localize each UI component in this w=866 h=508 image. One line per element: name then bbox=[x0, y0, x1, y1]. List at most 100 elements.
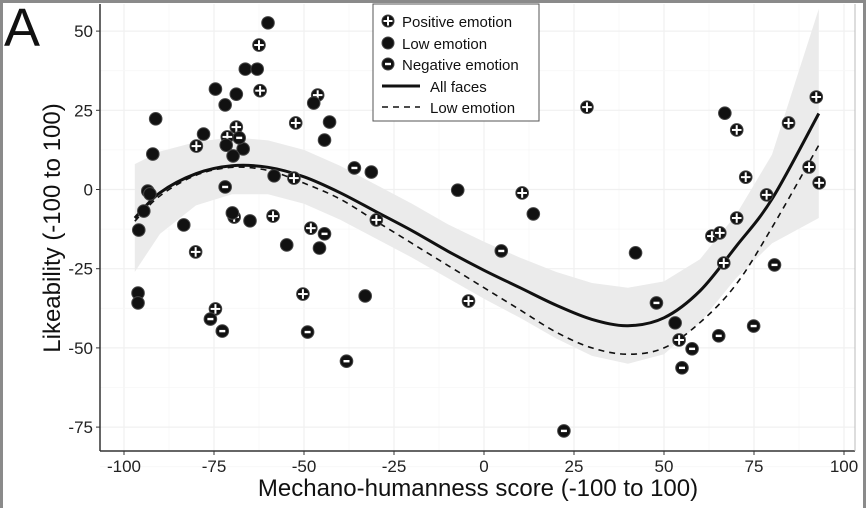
point-positive bbox=[296, 287, 310, 301]
point-negative bbox=[215, 324, 230, 338]
point-positive bbox=[287, 171, 301, 185]
point-positive bbox=[369, 213, 384, 227]
y-axis-label: Likeability (-100 to 100) bbox=[39, 103, 66, 352]
point-positive bbox=[729, 211, 744, 225]
point-negative bbox=[300, 325, 315, 339]
point-negative bbox=[685, 342, 699, 356]
point-positive bbox=[229, 120, 244, 134]
point-low bbox=[358, 289, 373, 303]
point-positive bbox=[812, 176, 826, 190]
x-tick-label: -25 bbox=[382, 457, 407, 476]
x-axis-label: Mechano-humanness score (-100 to 100) bbox=[258, 475, 698, 502]
point-low bbox=[218, 98, 232, 112]
point-low bbox=[131, 296, 145, 310]
point-negative bbox=[339, 354, 354, 369]
legend-label-all-faces: All faces bbox=[430, 79, 487, 96]
point-positive bbox=[266, 209, 280, 223]
point-low bbox=[208, 82, 223, 96]
point-low bbox=[628, 246, 643, 260]
legend-label-positive: Positive emotion bbox=[402, 14, 512, 31]
confidence-band-area bbox=[134, 8, 819, 364]
point-positive bbox=[288, 116, 303, 130]
confidence-band bbox=[134, 8, 819, 364]
point-low bbox=[668, 316, 682, 330]
point-positive bbox=[208, 302, 223, 316]
point-low bbox=[306, 96, 321, 110]
point-positive bbox=[461, 294, 476, 308]
fit-line-all-faces bbox=[133, 112, 821, 328]
legend: Positive emotion Low emotion Negative em… bbox=[372, 3, 540, 122]
fit-lines bbox=[133, 112, 821, 356]
legend-label-low: Low emotion bbox=[402, 36, 487, 53]
point-positive bbox=[809, 90, 824, 104]
point-positive bbox=[253, 83, 267, 98]
point-positive bbox=[672, 333, 686, 347]
point-negative bbox=[557, 424, 571, 438]
point-low bbox=[450, 183, 465, 197]
point-negative bbox=[494, 244, 509, 258]
y-tick-label: -75 bbox=[68, 418, 93, 437]
x-tick-label: -50 bbox=[292, 457, 317, 476]
y-tick-label: -50 bbox=[68, 339, 93, 358]
point-positive bbox=[381, 14, 395, 28]
point-low bbox=[261, 16, 275, 30]
point-negative bbox=[746, 319, 761, 333]
point-low bbox=[267, 169, 281, 183]
point-low bbox=[148, 112, 163, 126]
y-tick-label: 50 bbox=[74, 22, 93, 41]
point-negative bbox=[218, 180, 232, 194]
point-low bbox=[219, 138, 234, 152]
point-negative bbox=[711, 329, 726, 343]
panel-label: A bbox=[4, 0, 40, 58]
point-low bbox=[718, 106, 732, 120]
point-negative bbox=[675, 361, 689, 375]
point-low bbox=[225, 206, 240, 220]
point-low bbox=[176, 218, 191, 232]
point-low bbox=[364, 165, 379, 179]
point-low bbox=[317, 133, 332, 147]
point-positive bbox=[252, 38, 266, 52]
point-positive bbox=[781, 116, 796, 130]
point-low bbox=[196, 127, 211, 141]
point-negative bbox=[381, 57, 395, 71]
point-low bbox=[381, 36, 395, 50]
point-positive bbox=[802, 160, 816, 174]
point-negative bbox=[317, 227, 332, 241]
x-tick-label: -100 bbox=[107, 457, 141, 476]
x-tick-label: -75 bbox=[202, 457, 227, 476]
x-tick-label: 75 bbox=[745, 457, 764, 476]
fit-line-low-emotion bbox=[134, 144, 820, 356]
point-low bbox=[279, 238, 294, 252]
point-negative bbox=[203, 312, 218, 326]
legend-label-low-fit: Low emotion bbox=[430, 100, 515, 117]
point-negative bbox=[232, 131, 246, 145]
point-positive bbox=[304, 221, 318, 235]
point-low bbox=[322, 115, 337, 129]
legend-label-negative: Negative emotion bbox=[402, 57, 519, 74]
x-tick-label: 0 bbox=[479, 457, 488, 476]
point-positive bbox=[716, 256, 731, 270]
point-negative bbox=[767, 258, 782, 272]
point-low bbox=[238, 62, 253, 76]
point-positive bbox=[188, 245, 203, 259]
point-positive bbox=[729, 123, 744, 137]
point-positive bbox=[759, 188, 774, 202]
point-low bbox=[226, 149, 240, 163]
point-low bbox=[146, 147, 160, 161]
y-tick-label: -25 bbox=[68, 260, 93, 279]
point-negative bbox=[347, 161, 362, 175]
point-low bbox=[131, 223, 146, 237]
point-low bbox=[143, 187, 157, 201]
axes: -100 -75 -50 -25 0 25 50 75 100 50 25 0 -25 -50 -75 bbox=[68, 4, 858, 476]
point-positive bbox=[580, 100, 594, 114]
point-negative bbox=[649, 296, 664, 310]
y-tick-label: 25 bbox=[74, 101, 93, 120]
y-tick-label: 0 bbox=[84, 181, 93, 200]
point-positive bbox=[738, 170, 753, 184]
data-points bbox=[131, 16, 826, 438]
x-tick-label: 50 bbox=[655, 457, 674, 476]
x-tick-label: 25 bbox=[565, 457, 584, 476]
point-positive bbox=[189, 139, 204, 153]
